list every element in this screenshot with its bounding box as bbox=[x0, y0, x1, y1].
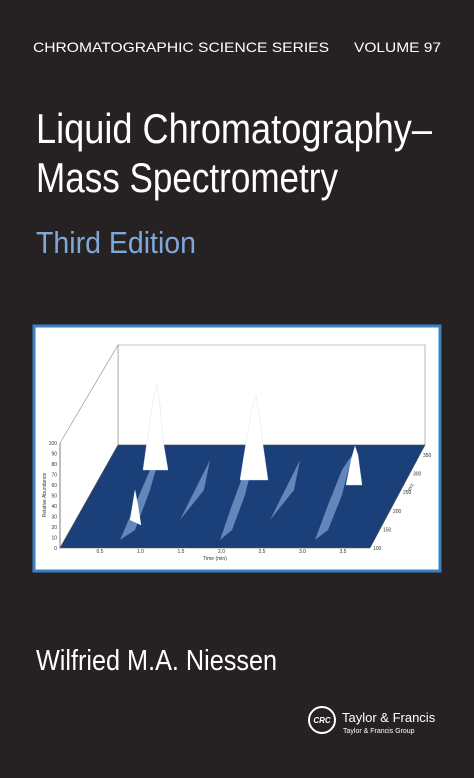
y-tick-label: 100 bbox=[49, 441, 58, 447]
z-axis-label: m/z bbox=[407, 482, 416, 492]
publisher-group: Taylor & Francis Group bbox=[343, 728, 415, 735]
x-tick-label: 1.0 bbox=[137, 549, 144, 555]
publisher: Taylor & Francis bbox=[342, 710, 436, 725]
tick-labels: 0 10 20 30 40 50 60 70 80 90 100 0.5 1.0 1.5 2.0 2.5 3.0… bbox=[49, 441, 432, 555]
volume: VOLUME 97 bbox=[354, 39, 441, 55]
y-tick-label: 40 bbox=[51, 504, 57, 510]
y-tick-label: 10 bbox=[51, 536, 57, 542]
x-tick-label: 3.0 bbox=[299, 549, 306, 555]
publisher-logo: CRC Taylor & Francis Taylor & Francis Gr… bbox=[308, 706, 436, 735]
x-tick-label: 2.5 bbox=[259, 549, 266, 555]
cover-figure: Relative Abundance Time (min) m/z 0 10 20 3… bbox=[32, 324, 442, 573]
series: CHROMATOGRAPHIC SCIENCE SERIES bbox=[33, 39, 329, 55]
y-tick-label: 90 bbox=[51, 452, 57, 458]
z-tick-label: 350 bbox=[423, 453, 432, 459]
x-tick-label: 2.0 bbox=[218, 549, 225, 555]
x-tick-label: 3.5 bbox=[340, 549, 347, 555]
z-tick-label: 100 bbox=[373, 546, 382, 552]
peaks bbox=[129, 384, 363, 526]
y-tick-label: 70 bbox=[51, 473, 57, 479]
edition: Third Edition bbox=[36, 225, 196, 260]
y-axis-label: Relative Abundance bbox=[42, 473, 48, 518]
author: Wilfried M.A. Niessen bbox=[36, 645, 277, 677]
z-tick-label: 300 bbox=[413, 472, 422, 478]
z-tick-label: 200 bbox=[393, 509, 402, 515]
y-tick-label: 50 bbox=[51, 494, 57, 500]
x-tick-label: 0.5 bbox=[97, 549, 104, 555]
y-tick-label: 20 bbox=[51, 525, 57, 531]
logo-ring bbox=[308, 706, 336, 734]
z-tick-label: 250 bbox=[403, 490, 412, 496]
y-tick-label: 80 bbox=[51, 462, 57, 468]
y-tick-label: 30 bbox=[51, 515, 57, 521]
z-tick-label: 150 bbox=[383, 527, 392, 533]
back-wall bbox=[117, 344, 426, 446]
title-line: Liquid Chromatography– bbox=[36, 105, 433, 152]
y-tick-label: 60 bbox=[51, 483, 57, 489]
y-tick-label: 0 bbox=[54, 546, 57, 552]
title-line: Mass Spectrometry bbox=[36, 154, 338, 201]
logo-text: CRC bbox=[313, 716, 331, 725]
x-axis-label: Time (min) bbox=[203, 556, 227, 562]
x-tick-label: 1.5 bbox=[178, 549, 185, 555]
